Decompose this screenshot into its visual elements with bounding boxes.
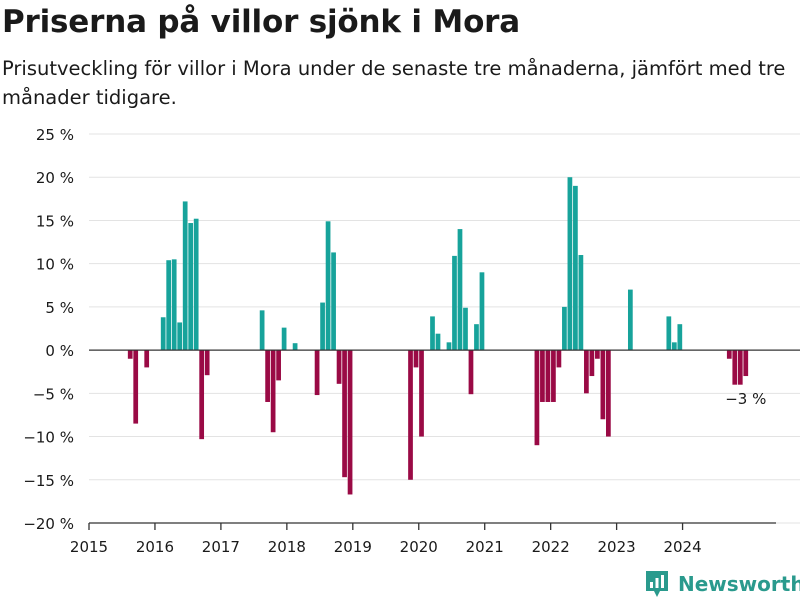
bar [534,350,540,446]
y-tick-label: −20 % [23,515,74,533]
bar [413,350,419,368]
bar [556,350,562,368]
bar [573,185,578,351]
bar [270,350,276,433]
bar [331,252,336,351]
brand-name: Newsworthy [678,572,800,596]
y-axis: −20 % −15 % −10 % −5 % 0 % 5 % 10 % 15 % 20 % 25 … [23,126,74,533]
bar [567,177,573,351]
bar [726,350,732,359]
x-tick-label: 2016 [136,538,174,556]
bar [342,350,347,478]
x-tick-label: 2017 [202,538,240,556]
x-tick-label: 2023 [598,538,636,556]
bar [314,350,320,396]
bar [160,317,166,351]
bar [463,307,468,351]
bar [452,255,457,351]
bar [188,223,194,351]
bar [265,350,270,402]
bar [430,316,435,351]
bar [562,306,567,351]
bar [199,350,205,440]
bar [595,350,600,359]
bar [589,350,595,377]
bar [336,350,342,384]
x-tick-label: 2019 [334,538,372,556]
bars [127,177,749,495]
x-tick-label: 2020 [400,538,438,556]
brand-logo: Newsworthy [644,568,800,600]
bar [457,229,463,351]
bar [737,350,743,385]
bar [325,221,331,351]
x-tick-label: 2022 [532,538,570,556]
annotation-label: −3 % [725,390,766,408]
bar [292,343,298,351]
y-tick-label: −10 % [23,429,74,447]
bar [182,201,188,351]
y-tick-label: −15 % [23,472,74,490]
chart-subtitle: Prisutveckling för villor i Mora under d… [2,57,786,109]
bar [166,260,172,351]
y-tick-label: 0 % [45,342,74,360]
x-axis: 2015 2016 2017 2018 2019 2020 2021 2022 2023 2024 [70,349,800,556]
bar [144,350,150,368]
annotations: −3 % [725,390,766,408]
x-tick-label: 2018 [268,538,306,556]
bar [606,350,611,437]
x-tick-label: 2021 [466,538,504,556]
bar [474,324,479,351]
y-tick-label: 20 % [36,169,74,187]
bar [600,350,606,420]
bar [468,350,474,395]
bar [204,350,210,376]
bar [446,342,452,351]
bar [545,350,551,402]
bar [259,310,265,351]
x-tick-label: 2024 [663,538,701,556]
bar [133,350,139,424]
bar [732,350,738,385]
bar [743,350,749,377]
y-tick-label: 25 % [36,126,74,144]
bar [419,350,424,437]
y-tick-label: 15 % [36,212,74,230]
bar [578,255,584,351]
bar [677,324,683,351]
bar [177,322,183,351]
bar [551,350,556,402]
newsworthy-logo-icon [646,571,668,597]
bar [281,327,287,351]
bar [666,316,672,351]
bar [540,350,545,402]
bar [276,350,281,381]
bar [320,302,325,351]
bar [435,333,441,351]
bar [671,342,677,351]
y-tick-label: 5 % [45,299,74,317]
y-tick-label: −5 % [33,385,74,403]
bar [627,289,633,351]
bar [171,259,177,351]
bar [408,350,413,480]
y-tick-label: 10 % [36,256,74,274]
chart-title: Priserna på villor sjönk i Mora [2,4,520,40]
bar [347,350,353,495]
bar [584,350,589,394]
gridlines [89,133,800,524]
bar [479,272,485,351]
x-tick-label: 2015 [70,538,108,556]
bar [193,218,199,351]
bar [127,350,133,359]
